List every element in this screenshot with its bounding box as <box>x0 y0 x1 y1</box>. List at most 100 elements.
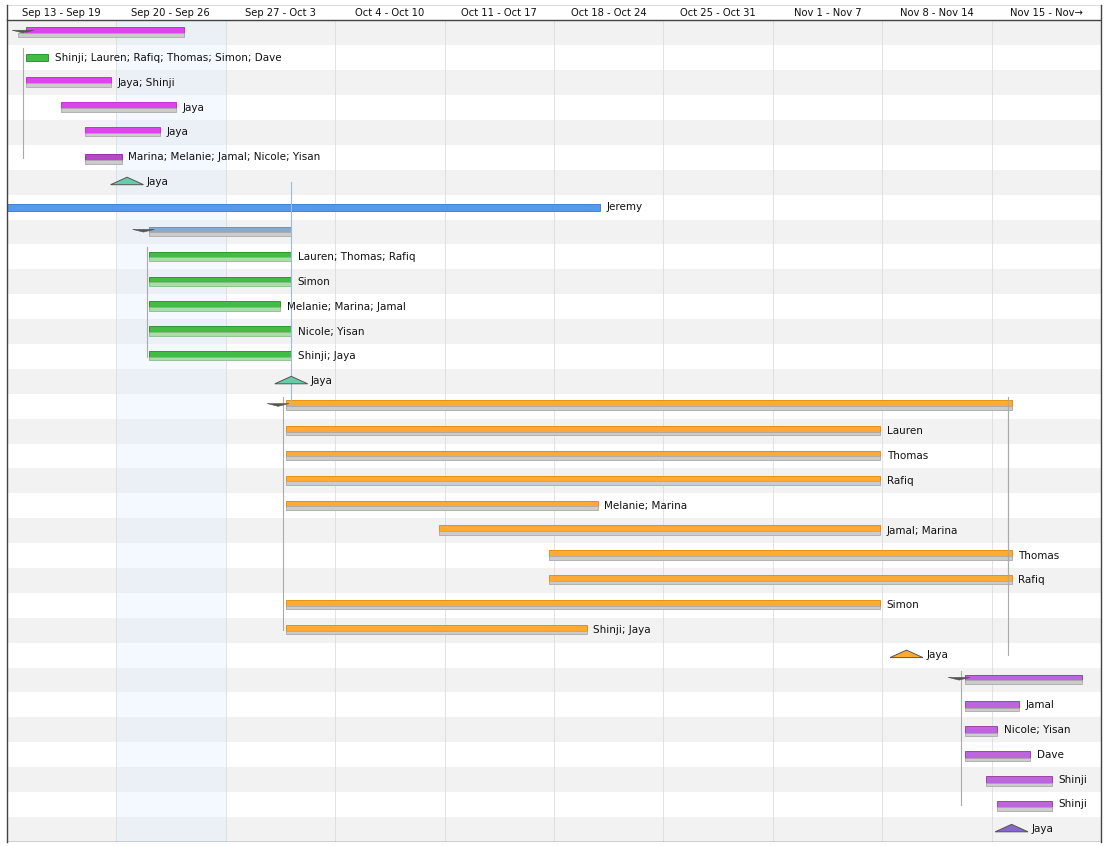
Bar <box>27 83 111 86</box>
Bar <box>548 556 1012 559</box>
Text: Jaya; Shinji: Jaya; Shinji <box>117 78 175 88</box>
Bar <box>85 133 160 136</box>
Text: Oct 18 - Oct 24: Oct 18 - Oct 24 <box>571 8 647 18</box>
Bar <box>965 751 1030 758</box>
Bar <box>7 717 1101 742</box>
Bar <box>286 426 880 432</box>
Bar <box>548 550 1012 557</box>
Bar <box>7 145 1101 170</box>
Bar <box>85 160 122 163</box>
Bar <box>286 606 880 609</box>
Polygon shape <box>12 30 34 33</box>
Bar <box>286 481 880 485</box>
Bar <box>7 643 1101 667</box>
Text: Melanie; Marina: Melanie; Marina <box>604 501 687 511</box>
Bar <box>7 344 1101 369</box>
Polygon shape <box>111 177 143 184</box>
Bar <box>7 46 1101 70</box>
Bar <box>7 369 1101 393</box>
Text: Melanie; Marina; Jamal: Melanie; Marina; Jamal <box>287 302 406 311</box>
Bar <box>965 701 1019 708</box>
Bar <box>7 70 1101 95</box>
Bar <box>7 469 1101 493</box>
Polygon shape <box>948 678 970 680</box>
Text: Dave: Dave <box>1037 750 1064 760</box>
Text: Oct 4 - Oct 10: Oct 4 - Oct 10 <box>356 8 424 18</box>
Bar <box>61 102 176 109</box>
Bar <box>7 519 1101 543</box>
Text: Jeremy: Jeremy <box>606 202 643 212</box>
Bar <box>7 120 1101 145</box>
Bar <box>7 493 1101 519</box>
Bar <box>85 154 122 161</box>
Bar <box>116 20 226 842</box>
Text: Jaya: Jaya <box>926 650 948 660</box>
Bar <box>148 277 291 283</box>
Text: Jaya: Jaya <box>311 376 332 387</box>
Bar <box>148 251 291 258</box>
Bar <box>27 54 49 61</box>
Text: Lauren: Lauren <box>886 426 923 436</box>
Text: Shinji: Shinji <box>1058 799 1088 810</box>
Polygon shape <box>267 404 289 406</box>
Bar <box>997 801 1053 808</box>
Bar <box>7 20 1101 46</box>
Bar <box>286 406 1012 410</box>
Polygon shape <box>995 824 1028 832</box>
Bar <box>7 244 1101 269</box>
Bar <box>286 431 880 435</box>
Text: Shinji; Jaya: Shinji; Jaya <box>594 625 652 635</box>
Bar <box>7 204 599 211</box>
Bar <box>7 767 1101 792</box>
Text: Simon: Simon <box>886 601 920 610</box>
Text: Rafiq: Rafiq <box>1018 575 1045 585</box>
Bar <box>965 726 997 733</box>
Text: Nov 1 - Nov 7: Nov 1 - Nov 7 <box>793 8 862 18</box>
Text: Sep 20 - Sep 26: Sep 20 - Sep 26 <box>132 8 211 18</box>
Bar <box>7 95 1101 120</box>
Bar <box>148 301 280 308</box>
Bar <box>148 257 291 261</box>
Bar <box>7 543 1101 568</box>
Bar <box>965 674 1081 682</box>
Text: Jaya: Jaya <box>183 102 205 113</box>
Polygon shape <box>275 376 308 384</box>
Text: Simon: Simon <box>298 277 330 287</box>
Text: Jaya: Jaya <box>166 128 188 137</box>
Bar <box>7 792 1101 817</box>
Text: Thomas: Thomas <box>1018 551 1059 561</box>
Bar <box>286 631 587 634</box>
Bar <box>7 817 1101 842</box>
Text: Shinji; Jaya: Shinji; Jaya <box>298 351 356 361</box>
Bar <box>286 600 880 607</box>
Polygon shape <box>890 650 923 657</box>
Text: Jamal: Jamal <box>1026 700 1055 710</box>
Bar <box>965 733 997 736</box>
Bar <box>7 667 1101 692</box>
Bar <box>439 525 880 532</box>
Bar <box>148 233 291 236</box>
Bar <box>7 269 1101 294</box>
Bar <box>7 742 1101 767</box>
Bar <box>7 593 1101 618</box>
Bar <box>548 575 1012 582</box>
Bar <box>148 307 280 310</box>
Bar <box>7 195 1101 219</box>
Bar <box>7 294 1101 319</box>
Text: Shinji: Shinji <box>1058 775 1088 784</box>
Bar <box>148 227 291 233</box>
Text: Jaya: Jaya <box>1032 824 1054 834</box>
Bar <box>286 457 880 460</box>
Bar <box>148 357 291 360</box>
Bar <box>27 27 184 35</box>
Text: Nov 15 - Nov→: Nov 15 - Nov→ <box>1010 8 1083 18</box>
Text: Nicole; Yisan: Nicole; Yisan <box>298 327 365 337</box>
Bar <box>7 219 1101 244</box>
Text: Oct 25 - Oct 31: Oct 25 - Oct 31 <box>680 8 756 18</box>
Text: Jamal; Marina: Jamal; Marina <box>886 525 958 536</box>
Bar <box>148 283 291 286</box>
Text: Marina; Melanie; Jamal; Nicole; Yisan: Marina; Melanie; Jamal; Nicole; Yisan <box>129 152 320 162</box>
Bar <box>286 506 598 510</box>
Bar <box>7 393 1101 419</box>
Bar <box>965 680 1081 684</box>
